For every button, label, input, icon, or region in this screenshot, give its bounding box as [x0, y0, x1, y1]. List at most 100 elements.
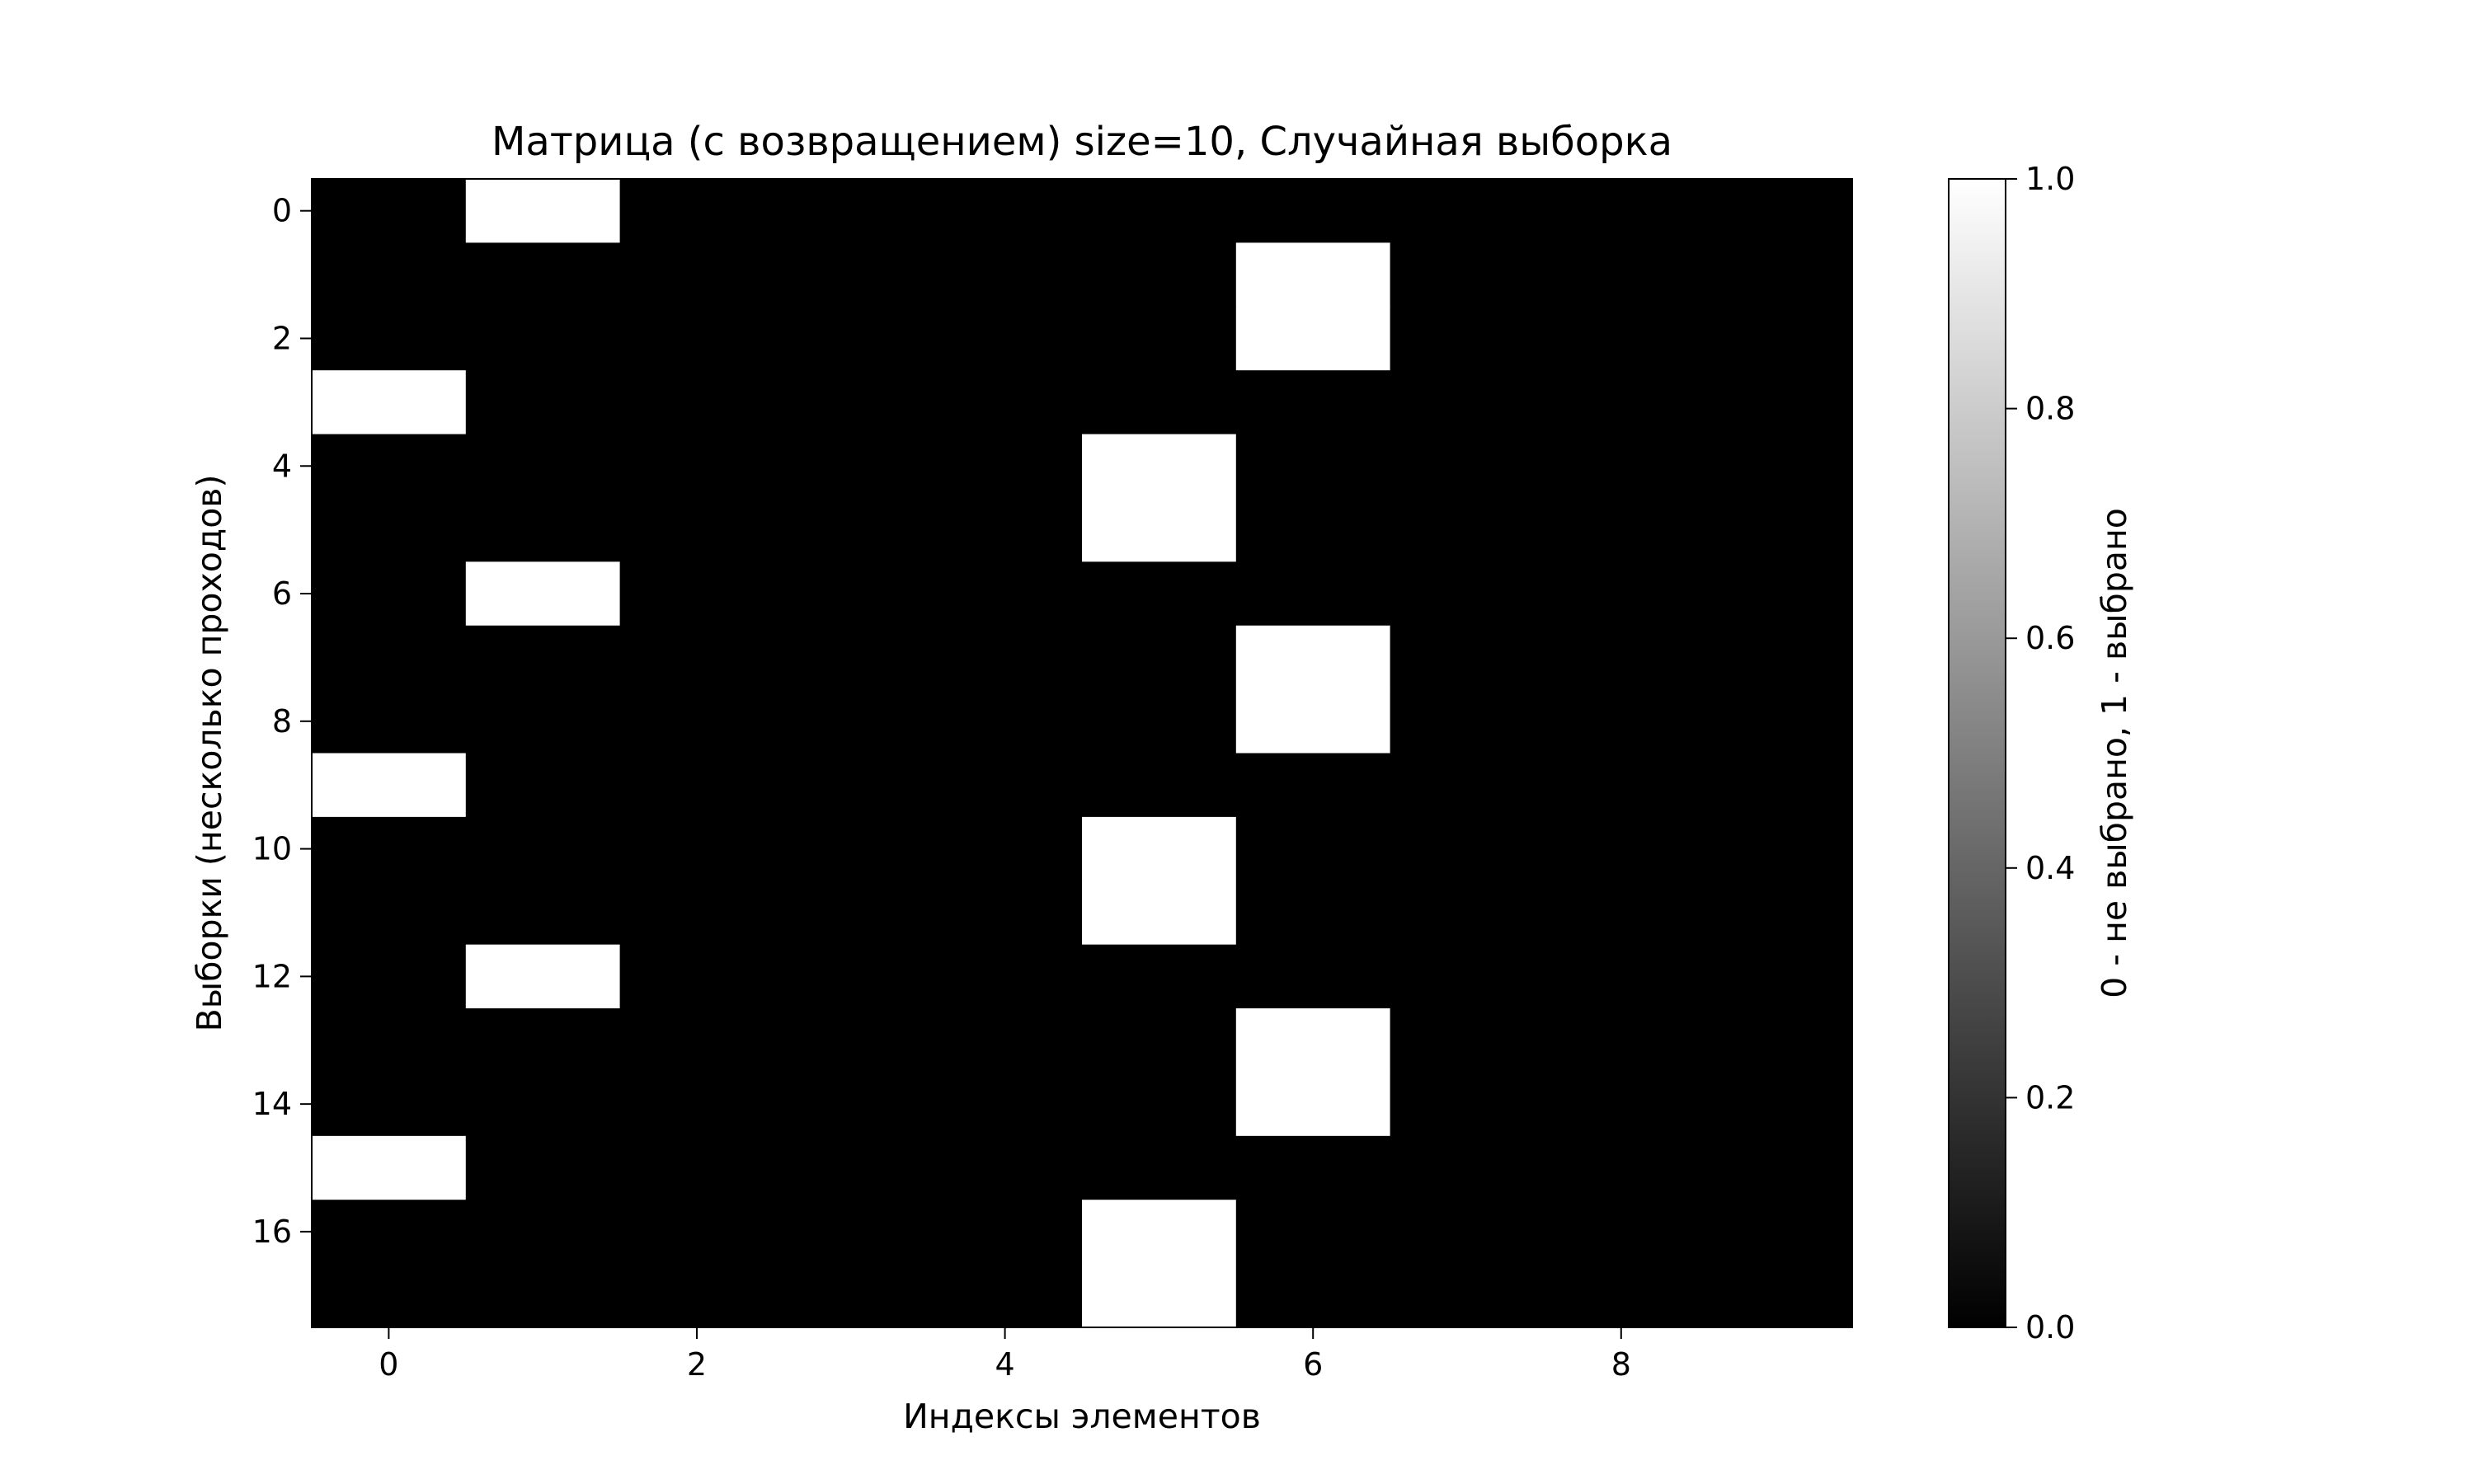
heatmap-cell [1698, 306, 1853, 371]
heatmap-cells [312, 179, 1853, 1328]
heatmap-cell [1544, 370, 1699, 435]
heatmap-cell [312, 370, 467, 435]
heatmap-cell [1390, 1200, 1545, 1265]
y-tick-label: 0 [272, 193, 292, 229]
heatmap-cell [1698, 689, 1853, 754]
heatmap-cell [1390, 689, 1545, 754]
heatmap-cell [312, 306, 467, 371]
heatmap-cell [1082, 816, 1237, 881]
heatmap-cell [774, 1200, 929, 1265]
y-tick-label: 6 [272, 575, 292, 612]
heatmap-cell [1390, 881, 1545, 946]
heatmap-cell [1235, 881, 1391, 946]
heatmap-cell [1235, 1072, 1391, 1137]
heatmap-cell [465, 816, 621, 881]
colorbar-tick-label: 0.0 [2025, 1309, 2075, 1345]
heatmap-cell [619, 370, 774, 435]
heatmap-cell [1082, 944, 1237, 1009]
heatmap-cell [928, 1200, 1083, 1265]
heatmap-cell [1082, 242, 1237, 308]
heatmap-cell [619, 497, 774, 562]
heatmap-cell [1390, 753, 1545, 818]
heatmap-cell [1235, 625, 1391, 690]
heatmap-cell [312, 881, 467, 946]
x-tick-label: 8 [1611, 1346, 1631, 1383]
heatmap-cell [465, 1072, 621, 1137]
heatmap-cell [312, 944, 467, 1009]
y-tick-label: 10 [252, 831, 292, 867]
heatmap-cell [1698, 497, 1853, 562]
heatmap-cell [1544, 497, 1699, 562]
heatmap-cell [774, 497, 929, 562]
heatmap-cell [1390, 944, 1545, 1009]
heatmap-cell [312, 242, 467, 308]
y-tick-label: 16 [252, 1214, 292, 1250]
y-tick-label: 14 [252, 1086, 292, 1122]
heatmap-cell [1390, 625, 1545, 690]
heatmap-cell [465, 497, 621, 562]
heatmap-cell [619, 1263, 774, 1328]
colorbar-tick-label: 0.4 [2025, 850, 2075, 886]
heatmap-cell [1082, 497, 1237, 562]
heatmap-cell [1544, 306, 1699, 371]
heatmap-cell [619, 1200, 774, 1265]
heatmap-cell [1235, 242, 1391, 308]
heatmap-cell [774, 1072, 929, 1137]
heatmap-cell [1698, 434, 1853, 499]
heatmap-cell [1698, 561, 1853, 627]
heatmap-cell [619, 242, 774, 308]
heatmap-cell [1544, 816, 1699, 881]
y-tick-label: 12 [252, 958, 292, 994]
heatmap-cell [312, 625, 467, 690]
heatmap-cell [619, 625, 774, 690]
heatmap-cell [1544, 561, 1699, 627]
heatmap-cell [1235, 1135, 1391, 1200]
x-axis: 0 2 4 6 8 [379, 1327, 1631, 1383]
y-tick-label: 8 [272, 703, 292, 740]
heatmap-cell [465, 306, 621, 371]
heatmap-cell [1390, 306, 1545, 371]
heatmap-cell [619, 1008, 774, 1073]
heatmap-cell [312, 1263, 467, 1328]
heatmap-cell [1698, 1200, 1853, 1265]
heatmap-cell [1390, 370, 1545, 435]
heatmap-cell [1698, 881, 1853, 946]
heatmap-cell [619, 561, 774, 627]
heatmap-cell [928, 242, 1083, 308]
x-tick-label: 6 [1303, 1346, 1323, 1383]
heatmap-cell [928, 306, 1083, 371]
heatmap-cell [928, 1072, 1083, 1137]
heatmap-cell [1082, 179, 1237, 243]
heatmap-cell [1235, 497, 1391, 562]
heatmap-cell [928, 561, 1083, 627]
heatmap-cell [465, 881, 621, 946]
heatmap-cell [928, 497, 1083, 562]
heatmap-cell [928, 1135, 1083, 1200]
heatmap-cell [1390, 497, 1545, 562]
heatmap-cell [928, 816, 1083, 881]
heatmap-cell [1390, 1135, 1545, 1200]
colorbar-tick-label: 1.0 [2025, 161, 2075, 197]
heatmap-cell [1698, 1135, 1853, 1200]
heatmap-cell [465, 1263, 621, 1328]
heatmap-cell [1544, 625, 1699, 690]
heatmap-cell [774, 1263, 929, 1328]
heatmap-cell [928, 753, 1083, 818]
heatmap-cell [619, 1072, 774, 1137]
heatmap-cell [312, 1200, 467, 1265]
heatmap-cell [312, 689, 467, 754]
heatmap-cell [1082, 1200, 1237, 1265]
heatmap-cell [1698, 1263, 1853, 1328]
heatmap-cell [312, 179, 467, 243]
heatmap-cell [1235, 1008, 1391, 1073]
heatmap-cell [312, 1072, 467, 1137]
heatmap-cell [928, 881, 1083, 946]
heatmap-cell [1235, 816, 1391, 881]
heatmap-cell [774, 689, 929, 754]
heatmap-cell [774, 434, 929, 499]
heatmap-cell [1698, 242, 1853, 308]
heatmap-cell [619, 306, 774, 371]
heatmap-cell [774, 561, 929, 627]
heatmap-cell [1698, 753, 1853, 818]
